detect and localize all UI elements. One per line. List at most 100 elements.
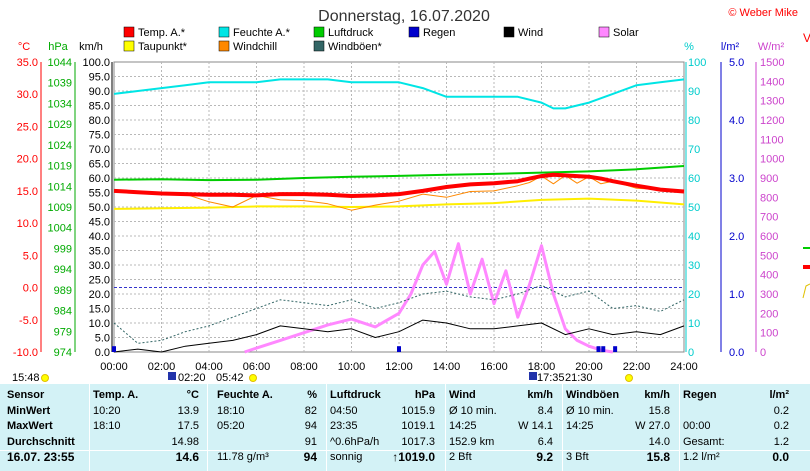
solar-axis-tick: 200 bbox=[760, 308, 778, 320]
stats-value: 82 bbox=[304, 404, 317, 417]
x-axis: 00:00 02:00 04:00 06:00 08:00 10:00 12:00 14:00… bbox=[100, 361, 698, 373]
stats-label: Sensor bbox=[7, 389, 45, 401]
stats-col: Wind km/h Ø 10 min. 8.4 14:25 W 14.1 152.9 km 6… bbox=[449, 388, 555, 466]
hum-axis-tick: 20 bbox=[688, 289, 700, 301]
stats-label: Durchschnitt bbox=[7, 435, 75, 448]
hum-axis-tick: 30 bbox=[688, 260, 700, 272]
stats-row: Sensor bbox=[7, 388, 89, 404]
stats-divider bbox=[562, 384, 563, 471]
stats-label: Gesamt: bbox=[683, 435, 725, 448]
wind-axis-tick: 55.0 bbox=[89, 188, 110, 200]
stats-value: 17.5 bbox=[177, 420, 199, 432]
stats-label: 152.9 km bbox=[449, 435, 495, 448]
temp-axis-tick: 30.0 bbox=[17, 89, 38, 101]
wind-axis-tick: 20.0 bbox=[89, 289, 110, 301]
stats-value: 1017.3 bbox=[401, 435, 435, 448]
time-marker: 21:30 bbox=[565, 372, 593, 384]
press-axis-tick: 979 bbox=[54, 326, 72, 338]
x-tick: 22:00 bbox=[623, 361, 651, 373]
stats-label: 10:20 bbox=[93, 404, 121, 417]
stats-row: 16.07. 23:55 bbox=[7, 450, 89, 466]
x-tick: 08:00 bbox=[290, 361, 318, 373]
weather-chart: Donnerstag, 16.07.2020 © Weber Mike V Te… bbox=[12, 7, 810, 384]
stats-label: 04:50 bbox=[330, 404, 358, 417]
legend-label: Wind bbox=[518, 27, 543, 39]
press-axis-tick: 974 bbox=[54, 347, 72, 359]
rain-axis-tick: 5.0 bbox=[729, 57, 744, 69]
stats-row: 91 bbox=[211, 435, 319, 451]
stats-row: 11.78 g/m³ 94 bbox=[211, 450, 319, 466]
stats-row: Regen l/m² bbox=[683, 388, 789, 404]
stats-value: % bbox=[307, 389, 317, 401]
press-axis-tick: 1004 bbox=[48, 223, 72, 235]
solar-axis-unit: W/m² bbox=[758, 41, 785, 53]
press-axis-tick: 1019 bbox=[48, 161, 72, 173]
press-axis-tick: 984 bbox=[54, 306, 72, 318]
x-tick: 10:00 bbox=[338, 361, 366, 373]
stats-row: 2 Bft 9.2 bbox=[449, 450, 555, 466]
press-axis-tick: 994 bbox=[54, 264, 72, 276]
stats-row: 18:10 82 bbox=[211, 404, 319, 420]
stats-row: 1.2 l/m² 0.0 bbox=[683, 450, 789, 466]
x-tick: 16:00 bbox=[480, 361, 508, 373]
time-marker: 17:35 bbox=[537, 372, 565, 384]
temp-axis-tick: 20.0 bbox=[17, 154, 38, 166]
stats-row: MaxWert bbox=[7, 419, 89, 435]
wind-axis-tick: 100.0 bbox=[82, 57, 110, 69]
legend-swatch bbox=[503, 26, 515, 38]
x-tick: 18:00 bbox=[528, 361, 556, 373]
stats-row: 14.6 bbox=[93, 450, 201, 466]
stats-value: 1015.9 bbox=[401, 404, 435, 417]
stats-label: Ø 10 min. bbox=[449, 404, 497, 417]
rain-axis-tick: 0.0 bbox=[729, 347, 744, 359]
stats-value: km/h bbox=[527, 389, 553, 401]
stats-label: 18:10 bbox=[93, 420, 121, 432]
hum-axis-tick: 0 bbox=[688, 347, 694, 359]
stats-row: 152.9 km 6.4 bbox=[449, 435, 555, 451]
x-tick: 00:00 bbox=[100, 361, 128, 373]
wind-axis-tick: 60.0 bbox=[89, 173, 110, 185]
wind-axis-tick: 0.0 bbox=[95, 347, 110, 359]
press-axis-tick: 999 bbox=[54, 243, 72, 255]
rain-bar bbox=[397, 346, 401, 352]
press-axis-tick: 1014 bbox=[48, 181, 72, 193]
stats-value: W 27.0 bbox=[635, 420, 670, 432]
sun-icon bbox=[41, 374, 49, 382]
wind-axis-tick: 85.0 bbox=[89, 101, 110, 113]
stats-row: 00:00 0.2 bbox=[683, 419, 789, 435]
rain-axis-tick: 2.0 bbox=[729, 231, 744, 243]
stats-label: ^0.6hPa/h bbox=[330, 435, 380, 448]
x-tick: 04:00 bbox=[195, 361, 223, 373]
hum-axis-tick: 60 bbox=[688, 173, 700, 185]
wind-axis-tick: 10.0 bbox=[89, 318, 110, 330]
stats-label: 11.78 g/m³ bbox=[217, 451, 269, 463]
stats-row: Luftdruck hPa bbox=[330, 388, 438, 404]
wind-axis-tick: 40.0 bbox=[89, 231, 110, 243]
stats-label: Temp. A. bbox=[93, 389, 139, 401]
chart-title: Donnerstag, 16.07.2020 bbox=[318, 8, 490, 25]
edge-label: V bbox=[803, 31, 810, 45]
stats-label: Feuchte A. bbox=[217, 389, 273, 401]
hum-axis-tick: 40 bbox=[688, 231, 700, 243]
temp-axis-tick: 25.0 bbox=[17, 121, 38, 133]
stats-row: 14.0 bbox=[566, 435, 672, 451]
legend-label: Windchill bbox=[233, 41, 277, 53]
legend-label: Windböen* bbox=[328, 41, 383, 53]
stats-divider bbox=[0, 450, 810, 451]
series-windben bbox=[113, 284, 685, 344]
stats-col: Temp. A. °C 10:20 13.9 18:10 17.5 14.98 14.6 bbox=[93, 388, 201, 466]
stats-value: W 14.1 bbox=[518, 420, 553, 432]
solar-axis-tick: 1000 bbox=[760, 154, 784, 166]
edge-decor bbox=[802, 247, 810, 299]
hum-axis-tick: 100 bbox=[688, 57, 706, 69]
stats-divider bbox=[445, 384, 446, 471]
solar-axis-tick: 900 bbox=[760, 173, 778, 185]
stats-col: Regen l/m² 0.2 00:00 0.2 Gesamt: 1.2 1.2 l/m² 0.… bbox=[683, 388, 789, 466]
stats-row: ^0.6hPa/h 1017.3 bbox=[330, 435, 438, 451]
time-marker: 15:48 bbox=[12, 372, 40, 384]
hum-axis-tick: 50 bbox=[688, 202, 700, 214]
solar-axis-tick: 1500 bbox=[760, 57, 784, 69]
stats-value: 91 bbox=[304, 435, 317, 448]
wind-axis-tick: 15.0 bbox=[89, 304, 110, 316]
legend-swatch bbox=[408, 26, 420, 38]
